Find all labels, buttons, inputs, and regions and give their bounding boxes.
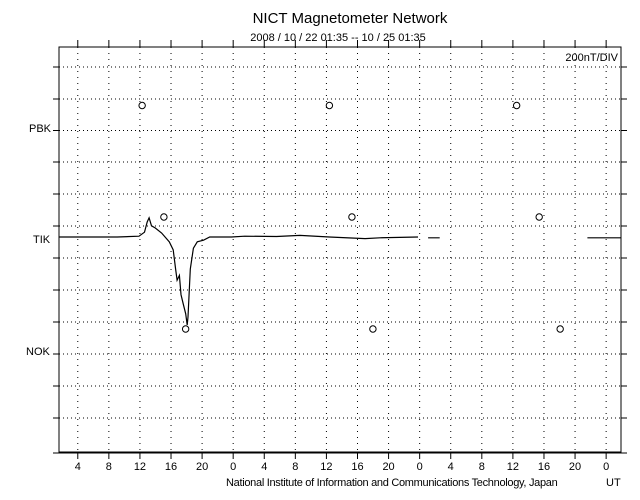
midnight-marker-pbk (512, 101, 521, 110)
x-tick-label: 4 (448, 461, 454, 473)
x-tick-label: 4 (75, 461, 81, 473)
midnight-marker-nok (556, 325, 564, 333)
chart-title: NICT Magnetometer Network (252, 10, 448, 27)
x-tick-label: 0 (603, 461, 609, 473)
x-tick-label: 16 (538, 461, 550, 473)
x-tick-label: 8 (292, 461, 298, 473)
x-tick-label: 20 (382, 461, 394, 473)
midnight-marker-pbk (138, 101, 146, 110)
footer-credit: National Institute of Information and Co… (226, 477, 558, 489)
x-tick-label: 12 (507, 461, 519, 473)
x-tick-label: 12 (320, 461, 332, 473)
x-axis-label: UT (606, 477, 621, 489)
scale-label: 200nT/DIV (565, 52, 618, 64)
x-tick-label: 4 (261, 461, 267, 473)
x-tick-label: 20 (569, 461, 581, 473)
station-label-tik: TIK (33, 234, 51, 246)
midnight-marker-tik (348, 213, 356, 221)
station-label-pbk: PBK (29, 123, 52, 135)
plot-frame (58, 46, 622, 453)
midnight-marker-tik (535, 213, 543, 221)
midnight-marker-nok (369, 325, 377, 333)
x-tick-label: 12 (134, 461, 146, 473)
midnight-marker-pbk (325, 101, 334, 110)
station-label-nok: NOK (26, 346, 50, 358)
midnight-marker-tik (160, 213, 168, 221)
x-tick-label: 8 (106, 461, 112, 473)
x-tick-label: 8 (479, 461, 485, 473)
x-tick-label: 16 (351, 461, 363, 473)
trace-tik (59, 216, 621, 326)
x-tick-label: 16 (165, 461, 177, 473)
x-tick-label: 0 (417, 461, 423, 473)
x-tick-label: 20 (196, 461, 208, 473)
chart-subtitle: 2008 / 10 / 22 01:35 -- 10 / 25 01:35 (250, 32, 426, 44)
midnight-marker-nok (181, 325, 190, 333)
x-tick-label: 0 (230, 461, 236, 473)
